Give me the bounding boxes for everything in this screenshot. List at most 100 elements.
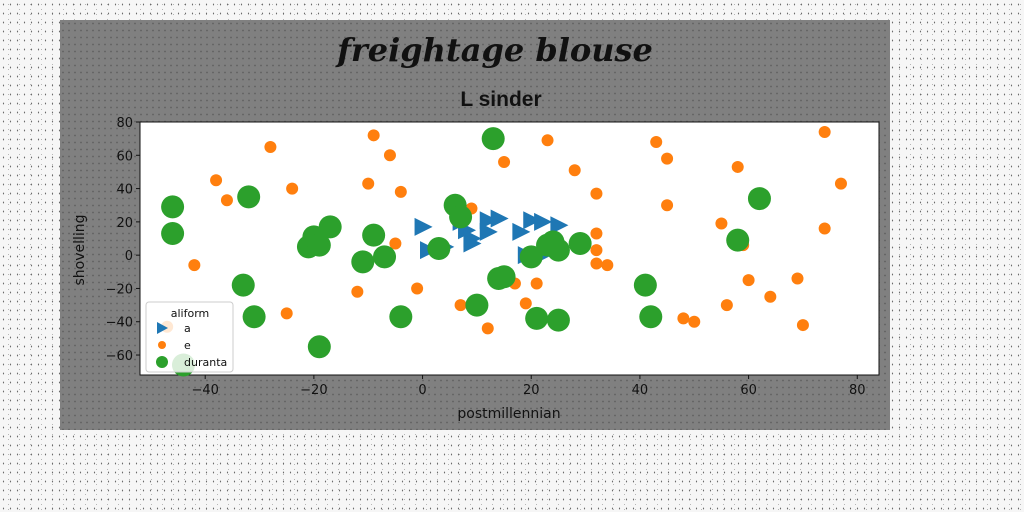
data-point-e: [715, 217, 728, 230]
legend-label-duranta: duranta: [184, 356, 227, 369]
data-point-e: [688, 315, 701, 328]
data-point-e: [530, 277, 543, 290]
data-point-duranta: [237, 185, 261, 209]
data-point-e: [818, 125, 831, 138]
data-point-e: [367, 129, 380, 142]
y-tick-label: 40: [116, 183, 133, 198]
data-point-e: [286, 182, 299, 195]
legend-marker-e: [158, 341, 166, 349]
data-point-duranta: [307, 233, 331, 257]
data-point-e: [383, 149, 396, 162]
legend-marker-a: [157, 322, 168, 334]
data-point-a: [479, 222, 498, 241]
data-point-e: [454, 299, 467, 312]
data-point-e: [731, 160, 744, 173]
data-point-duranta: [726, 228, 750, 252]
data-point-a: [523, 211, 542, 230]
data-point-duranta: [519, 245, 543, 269]
figure-suptitle: freightage blouse: [335, 31, 653, 69]
data-point-duranta: [362, 223, 386, 247]
data-point-e: [601, 259, 614, 272]
data-point-e: [188, 259, 201, 272]
chart-title: L sinder: [460, 88, 541, 111]
legend: aliform a e duranta: [145, 301, 234, 373]
x-tick-label: 80: [849, 383, 866, 398]
data-point-e: [411, 282, 424, 295]
data-point-e: [677, 312, 690, 325]
data-point-duranta: [546, 238, 570, 262]
y-tick-label: 60: [116, 149, 133, 164]
data-point-e: [720, 299, 733, 312]
data-point-a: [534, 212, 553, 231]
x-tick-label: 20: [523, 383, 540, 398]
data-point-e: [519, 297, 532, 310]
data-point-duranta: [633, 273, 657, 297]
data-point-e: [351, 285, 364, 298]
data-point-a: [490, 209, 509, 228]
data-point-e: [661, 199, 674, 212]
data-point-a: [463, 234, 482, 253]
y-tick-label: −20: [106, 282, 133, 297]
data-point-e: [220, 194, 233, 207]
x-tick-label: 40: [632, 383, 649, 398]
data-point-duranta: [161, 222, 185, 246]
legend-title: aliform: [171, 307, 210, 320]
data-point-duranta: [568, 232, 592, 256]
legend-box: [145, 301, 234, 373]
data-point-e: [590, 244, 603, 257]
data-point-duranta: [481, 127, 505, 151]
x-tick-label: −20: [300, 383, 327, 398]
data-point-a: [550, 216, 569, 235]
data-point-e: [394, 185, 407, 198]
data-points: [161, 125, 847, 377]
data-point-duranta: [389, 305, 413, 329]
legend-label-e: e: [184, 339, 191, 352]
data-point-e: [742, 274, 755, 287]
data-point-duranta: [307, 335, 331, 359]
y-tick-label: −60: [106, 349, 133, 364]
data-point-e: [818, 222, 831, 235]
y-axis-ticks: −60 −40 −20 0 20 40 60 80: [106, 116, 140, 364]
data-point-duranta: [161, 195, 185, 219]
figure-background: freightage blouse L sinder −40 −20 0 20 40 60…: [60, 20, 890, 430]
data-point-duranta: [351, 250, 375, 274]
data-point-a: [479, 211, 498, 230]
data-point-e: [650, 135, 663, 148]
data-point-e: [210, 174, 223, 187]
data-point-e: [661, 152, 674, 165]
data-point-duranta: [427, 237, 451, 260]
legend-marker-duranta: [156, 356, 168, 368]
data-point-e: [764, 290, 777, 303]
data-point-e: [590, 257, 603, 270]
data-point-duranta: [449, 205, 473, 229]
data-point-e: [791, 272, 804, 285]
x-tick-label: 0: [418, 383, 426, 398]
data-point-duranta: [492, 265, 516, 289]
data-point-e: [568, 164, 581, 177]
data-point-duranta: [639, 305, 663, 329]
y-axis-label: shovelling: [72, 214, 88, 285]
data-point-duranta: [747, 187, 771, 211]
data-point-e: [796, 319, 809, 332]
y-tick-label: 0: [125, 249, 133, 264]
data-point-a: [512, 222, 531, 241]
data-point-duranta: [242, 305, 266, 329]
data-point-e: [590, 227, 603, 240]
data-point-e: [590, 187, 603, 200]
data-point-duranta: [525, 306, 549, 330]
scatter-chart: freightage blouse L sinder −40 −20 0 20 40 60…: [72, 31, 880, 422]
data-point-e: [389, 237, 402, 250]
data-point-duranta: [465, 293, 489, 317]
data-point-e: [481, 322, 494, 335]
data-point-e: [834, 177, 847, 190]
x-axis-ticks: −40 −20 0 20 40 60 80: [191, 375, 866, 398]
data-point-e: [541, 134, 554, 147]
data-point-duranta: [318, 215, 342, 239]
data-point-e: [264, 140, 277, 153]
y-tick-label: 80: [116, 116, 133, 131]
y-tick-label: 20: [116, 216, 133, 231]
x-tick-label: 60: [740, 383, 757, 398]
x-axis-label: postmillennian: [457, 406, 560, 422]
data-point-e: [362, 177, 375, 190]
data-point-duranta: [546, 308, 570, 332]
